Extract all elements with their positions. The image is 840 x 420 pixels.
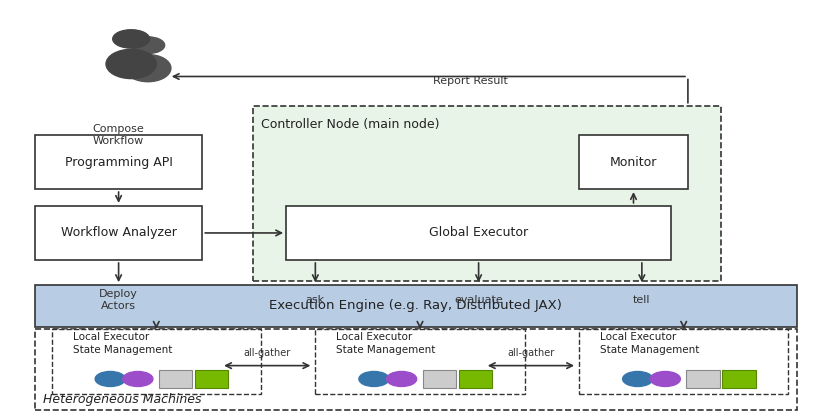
Text: evaluate: evaluate [454,295,503,304]
Text: Report Result: Report Result [433,76,507,86]
FancyBboxPatch shape [579,135,688,189]
FancyBboxPatch shape [35,285,797,327]
Circle shape [622,371,653,386]
Text: Local Executor: Local Executor [600,332,676,342]
Text: all-gather: all-gather [244,348,291,358]
Circle shape [386,371,417,386]
Text: Py: Py [105,376,115,382]
Text: Monitor: Monitor [610,155,657,168]
Circle shape [95,371,125,386]
Circle shape [650,371,680,386]
Text: J: J [137,376,139,382]
FancyBboxPatch shape [35,135,202,189]
FancyBboxPatch shape [579,329,789,394]
FancyBboxPatch shape [51,329,261,394]
Text: tell: tell [633,295,651,304]
Ellipse shape [106,50,156,79]
Text: Deploy
Actors: Deploy Actors [99,289,138,310]
Circle shape [131,37,165,53]
Text: J: J [401,376,403,382]
Text: Heterogeneous Machines: Heterogeneous Machines [43,393,202,406]
Ellipse shape [125,55,171,82]
Text: State Management: State Management [72,345,172,355]
FancyBboxPatch shape [686,370,720,388]
Circle shape [113,30,150,48]
FancyBboxPatch shape [286,206,671,260]
Text: Programming API: Programming API [65,155,172,168]
Text: GPU: GPU [469,376,482,381]
FancyBboxPatch shape [722,370,756,388]
Text: Execution Engine (e.g. Ray, Distributed JAX): Execution Engine (e.g. Ray, Distributed … [270,299,562,312]
Text: Py: Py [633,376,643,382]
Text: CPU: CPU [433,376,445,381]
Text: State Management: State Management [336,345,436,355]
Text: Workflow Analyzer: Workflow Analyzer [60,226,176,239]
Text: Local Executor: Local Executor [72,332,149,342]
FancyBboxPatch shape [253,106,722,281]
Text: Local Executor: Local Executor [336,332,412,342]
Text: Compose
Workflow: Compose Workflow [92,124,144,146]
FancyBboxPatch shape [459,370,492,388]
FancyBboxPatch shape [159,370,192,388]
FancyBboxPatch shape [195,370,228,388]
Text: GPU: GPU [732,376,745,381]
Text: CPU: CPU [170,376,181,381]
Text: Global Executor: Global Executor [429,226,528,239]
Text: Py: Py [369,376,379,382]
FancyBboxPatch shape [423,370,456,388]
Text: ask: ask [306,295,325,304]
Circle shape [123,371,153,386]
Circle shape [359,371,389,386]
Text: all-gather: all-gather [507,348,554,358]
Text: Controller Node (main node): Controller Node (main node) [261,118,439,131]
FancyBboxPatch shape [35,206,202,260]
Text: J: J [664,376,667,382]
FancyBboxPatch shape [35,329,797,410]
Text: CPU: CPU [696,376,709,381]
Text: State Management: State Management [600,345,700,355]
FancyBboxPatch shape [315,329,525,394]
Text: GPU: GPU [205,376,218,381]
